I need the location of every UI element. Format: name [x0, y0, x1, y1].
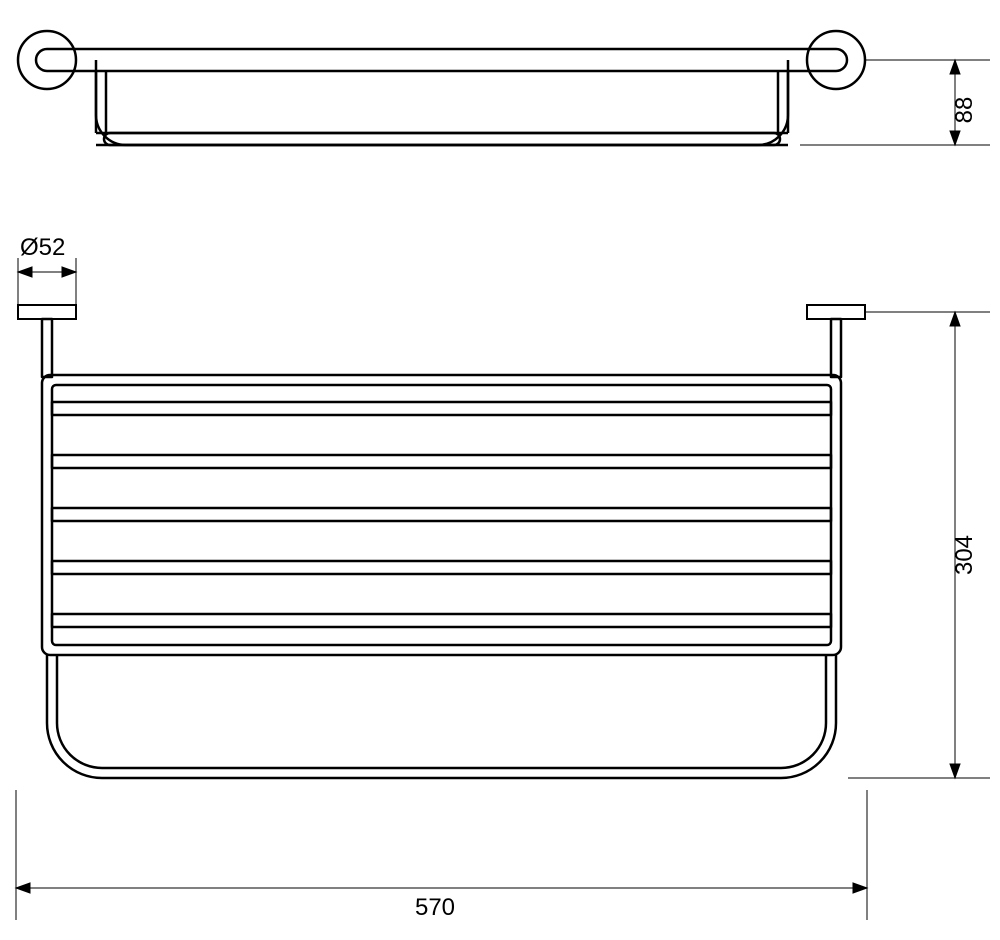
flange-left-plan: [18, 305, 76, 319]
rack-bars: [52, 402, 831, 627]
dim-height: 304: [848, 312, 990, 778]
front-bar-side: [36, 49, 847, 71]
post-left: [42, 319, 52, 377]
dim-depth-label: 88: [951, 97, 978, 124]
dim-flange-label: Ø52: [20, 234, 65, 261]
lower-rail-plan: [47, 655, 836, 778]
flange-right-side: [807, 31, 865, 89]
flange-right-plan: [807, 305, 865, 319]
plan-view: Ø52 304: [16, 234, 990, 921]
flange-left-side: [18, 31, 76, 89]
side-view: 88: [18, 31, 990, 145]
dim-width-label: 570: [415, 894, 455, 921]
dim-flange-dia: Ø52: [18, 234, 76, 305]
technical-drawing: 88 Ø52: [0, 0, 1000, 940]
dim-width: 570: [16, 790, 867, 921]
post-right: [831, 319, 841, 377]
dim-height-label: 304: [951, 535, 978, 575]
dim-depth: 88: [800, 60, 990, 145]
lower-rail-front-side: [96, 133, 788, 145]
